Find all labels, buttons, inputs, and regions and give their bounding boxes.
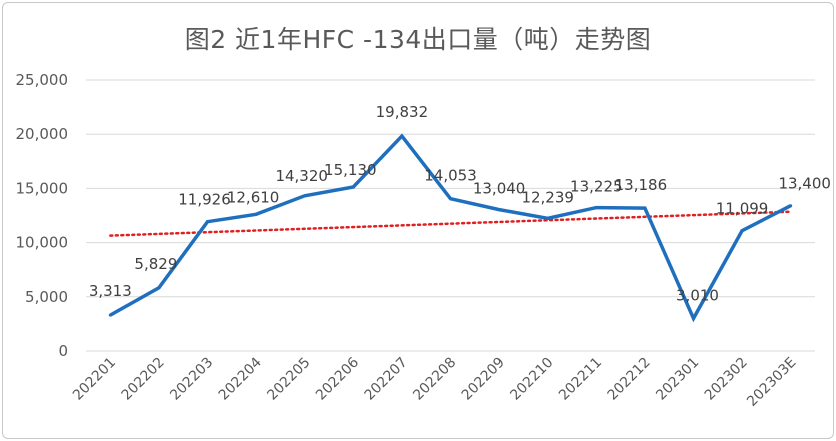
data-label: 12,610: [227, 188, 280, 206]
data-point: [303, 194, 307, 198]
data-point: [497, 208, 501, 212]
data-point: [351, 185, 355, 189]
x-tick-label: 202205: [264, 355, 313, 404]
chart-title: 图2 近1年HFC -134出口量（吨）走势图: [184, 25, 652, 54]
data-point: [206, 220, 209, 224]
data-label: 14,053: [424, 167, 477, 185]
data-label: 13,040: [473, 180, 526, 198]
x-tick-label: 202211: [556, 355, 605, 404]
x-tick-label: 202203: [167, 355, 216, 404]
y-tick-label: 15,000: [16, 179, 69, 197]
x-tick-label: 202208: [410, 355, 459, 404]
trendline: [109, 210, 792, 237]
x-tick-label: 202201: [70, 355, 119, 404]
x-tick-label: 202212: [605, 355, 654, 404]
x-tick-label: 202303E: [744, 355, 799, 410]
data-label: 15,130: [324, 161, 377, 179]
y-axis-ticks: 0 5,000 10,000 15,000 20,000 25,000: [16, 71, 69, 360]
data-point: [400, 134, 404, 138]
x-tick-label: 202207: [362, 355, 411, 404]
x-tick-label: 202202: [119, 355, 168, 404]
x-tick-label: 202209: [459, 355, 508, 404]
x-axis-ticks: 202201 202202 202203 202204 202205 202206 2022…: [70, 354, 800, 409]
data-point: [643, 206, 647, 210]
y-tick-label: 0: [58, 342, 68, 360]
y-tick-label: 10,000: [16, 234, 69, 252]
data-point: [546, 216, 550, 220]
data-point: [108, 313, 112, 317]
y-tick-label: 25,000: [16, 71, 69, 89]
data-label: 13,400: [778, 175, 831, 193]
data-label: 11,099: [716, 200, 769, 218]
data-label: 14,320: [275, 167, 328, 185]
data-point: [449, 197, 452, 201]
data-label: 13,225: [570, 178, 623, 196]
data-point: [157, 286, 161, 290]
data-label: 13,186: [615, 176, 668, 194]
trendline-layer: [109, 210, 792, 237]
data-label: 12,239: [521, 188, 574, 206]
x-tick-label: 202204: [216, 354, 265, 403]
series-layer: [108, 133, 793, 323]
data-label: 5,829: [134, 255, 177, 273]
data-label: 19,832: [376, 103, 429, 121]
data-point: [254, 212, 258, 216]
data-point: [594, 206, 598, 210]
x-tick-label: 202210: [507, 355, 556, 404]
x-tick-label: 202302: [702, 355, 751, 404]
x-tick-label: 202301: [653, 355, 702, 404]
data-point: [740, 229, 744, 233]
y-tick-label: 20,000: [16, 125, 69, 143]
data-point: [789, 204, 793, 208]
x-tick-label: 202206: [313, 354, 362, 403]
gridlines: [86, 79, 815, 352]
data-label: 3,010: [676, 286, 719, 304]
data-point: [692, 316, 695, 320]
data-label: 3,313: [89, 282, 132, 300]
data-label: 11,926: [178, 191, 231, 209]
y-tick-label: 5,000: [25, 288, 68, 306]
